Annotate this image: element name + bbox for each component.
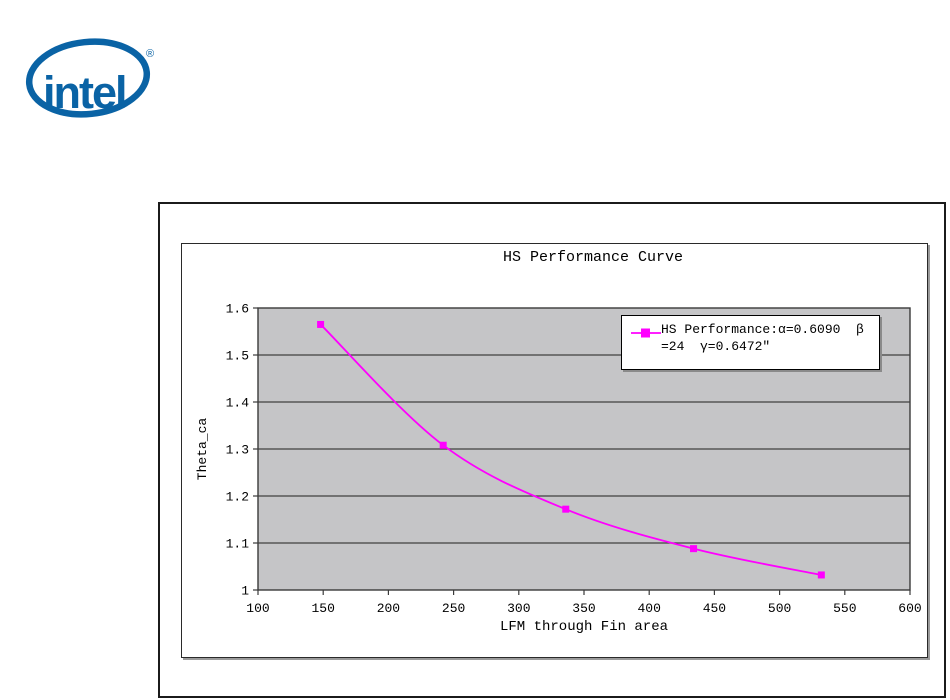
data-point-marker — [690, 545, 698, 553]
gridlines — [258, 354, 910, 544]
axis-ticks — [253, 307, 911, 595]
chart-title: HS Performance Curve — [503, 249, 683, 266]
x-tick-label: 300 — [507, 601, 530, 616]
x-tick-label: 150 — [311, 601, 334, 616]
legend-label-line1: HS Performance:α=0.6090 β — [661, 322, 864, 337]
chart-legend: HS Performance:α=0.6090 β =24 γ=0.6472″ — [621, 315, 880, 370]
y-tick-label: 1.6 — [226, 302, 249, 317]
x-tick-label: 500 — [768, 601, 791, 616]
y-tick-label: 1.5 — [226, 349, 249, 364]
chart-container: 1.6 1.5 1.4 1.3 1.2 1.1 1 100 150 200 250 300 350 400… — [181, 243, 928, 658]
x-tick-label: 100 — [246, 601, 269, 616]
x-tick-label: 600 — [898, 601, 921, 616]
registered-trademark-icon: ® — [146, 48, 154, 60]
data-point-marker — [439, 441, 447, 449]
data-point-marker — [562, 505, 570, 513]
intel-logo-swoosh — [25, 38, 151, 118]
y-axis-title: Theta_ca — [195, 418, 210, 481]
data-point-marker — [317, 320, 325, 328]
x-tick-label: 200 — [377, 601, 400, 616]
intel-logo: intel ® — [25, 33, 159, 121]
data-point-marker — [817, 571, 825, 579]
x-tick-label: 250 — [442, 601, 465, 616]
x-tick-label: 400 — [637, 601, 660, 616]
x-tick-label: 450 — [703, 601, 726, 616]
x-axis-title: LFM through Fin area — [500, 619, 668, 635]
data-series — [317, 320, 825, 579]
x-tick-label: 350 — [572, 601, 595, 616]
x-tick-label: 550 — [833, 601, 856, 616]
y-tick-label: 1.1 — [226, 537, 250, 552]
y-tick-label: 1.3 — [226, 443, 249, 458]
y-tick-label: 1 — [241, 584, 249, 599]
legend-label-line2: =24 γ=0.6472″ — [661, 339, 771, 354]
intel-logo-text: intel — [43, 67, 126, 118]
y-tick-label: 1.2 — [226, 490, 249, 505]
axis-tick-labels: 1.6 1.5 1.4 1.3 1.2 1.1 1 100 150 200 250 300 350 400… — [226, 302, 922, 617]
legend-series-marker-icon — [631, 328, 661, 338]
y-tick-label: 1.4 — [226, 396, 250, 411]
